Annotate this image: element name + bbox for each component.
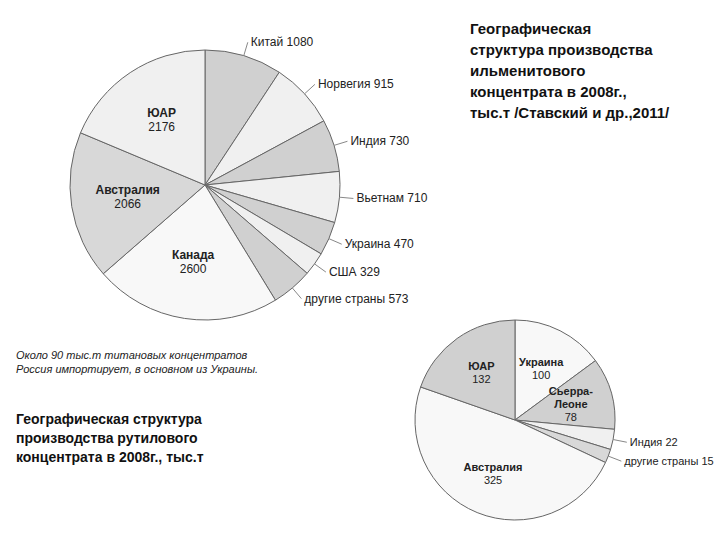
svg-text:США 329: США 329 [329, 265, 380, 279]
svg-text:Китай 1080: Китай 1080 [251, 35, 314, 49]
svg-text:ЮАР2176: ЮАР2176 [147, 106, 176, 134]
svg-text:Украина 470: Украина 470 [345, 237, 414, 251]
svg-text:Норвегия 915: Норвегия 915 [318, 77, 394, 91]
html-text:ильменитового: ильменитового [470, 62, 586, 79]
svg-text:Украина100: Украина100 [519, 356, 564, 381]
svg-text:Австралия2066: Австралия2066 [96, 183, 160, 211]
html-text:структура производства: структура производства [470, 41, 653, 58]
html-text:Географическая: Географическая [470, 20, 592, 37]
svg-text:Индия 730: Индия 730 [350, 134, 409, 148]
html-text:тыс.т /Ставский и др.,2011/: тыс.т /Ставский и др.,2011/ [470, 104, 670, 121]
html-text:концентрата в 2008г.,: концентрата в 2008г., [470, 83, 627, 100]
html-text:производства рутилового: производства рутилового [16, 430, 198, 446]
svg-text:ЮАР132: ЮАР132 [468, 360, 494, 385]
html-text:Россия импортирует, в основном: Россия импортирует, в основном из Украин… [16, 363, 259, 375]
svg-text:другие страны 15: другие страны 15 [624, 455, 712, 467]
svg-text:Сьерра-Леоне78: Сьерра-Леоне78 [549, 385, 593, 423]
svg-text:Канада2600: Канада2600 [172, 248, 215, 276]
svg-text:Индия 22: Индия 22 [630, 436, 678, 448]
svg-text:Австралия325: Австралия325 [464, 461, 523, 486]
html-text:концентрата в 2008г., тыс.т: концентрата в 2008г., тыс.т [16, 449, 204, 465]
html-text:Около 90 тыс.т титановых конце: Около 90 тыс.т титановых концентратов [16, 349, 248, 361]
svg-text:Вьетнам 710: Вьетнам 710 [356, 191, 427, 205]
svg-text:другие страны 573: другие страны 573 [304, 292, 408, 306]
html-text:Географическая структура: Географическая структура [16, 411, 202, 427]
